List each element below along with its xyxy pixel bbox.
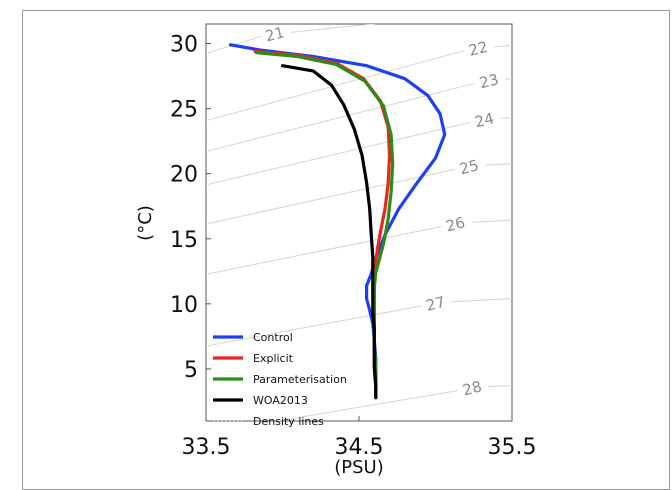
density-line — [206, 297, 512, 347]
density-label: 24 — [473, 109, 496, 131]
x-axis-label: (PSU) — [334, 457, 384, 478]
legend-label: Explicit — [253, 352, 294, 365]
x-tick-label: 34.5 — [335, 435, 384, 460]
legend-label: Density lines — [253, 415, 324, 428]
density-lines: 21 22 23 24 25 26 27 28 — [206, 23, 512, 421]
series-line-woa2013 — [280, 64, 378, 400]
density-line — [206, 44, 512, 122]
density-label: 25 — [458, 156, 481, 178]
density-line — [206, 219, 512, 275]
y-tick-label: 5 — [184, 358, 198, 383]
figure-frame: 21 22 23 24 25 26 27 28 33.5 34.5 35.5 5 10 15 20 25 3… — [22, 10, 670, 490]
legend-label: WOA2013 — [253, 394, 308, 407]
y-axis-label: (°C) — [135, 205, 156, 241]
density-label: 27 — [424, 293, 447, 315]
ts-diagram: 21 22 23 24 25 26 27 28 33.5 34.5 35.5 5 10 15 20 25 3… — [135, 23, 537, 478]
density-line — [206, 163, 512, 225]
density-label: 28 — [461, 377, 484, 399]
density-label: 26 — [444, 213, 467, 235]
density-label: 23 — [478, 70, 501, 92]
y-tick-label: 30 — [170, 33, 198, 58]
density-line — [206, 24, 377, 54]
density-label: 22 — [467, 38, 490, 60]
legend-label: Control — [253, 331, 293, 344]
y-tick-label: 10 — [170, 293, 198, 318]
density-label: 21 — [263, 23, 286, 45]
y-tick-label: 20 — [170, 163, 198, 188]
y-tick-label: 25 — [170, 98, 198, 123]
plot-area — [205, 23, 513, 422]
series-lines — [228, 43, 447, 400]
legend-label: Parameterisation — [253, 373, 347, 386]
x-tick-label: 35.5 — [488, 435, 537, 460]
y-tick-label: 15 — [170, 228, 198, 253]
legend: Control Explicit Parameterisation WOA2013 De… — [213, 331, 347, 428]
density-line — [275, 385, 512, 421]
x-tick-label: 33.5 — [182, 435, 231, 460]
y-ticks: 5 10 15 20 25 30 — [170, 33, 211, 383]
x-ticks: 33.5 34.5 35.5 — [182, 416, 537, 460]
density-line — [206, 117, 512, 186]
